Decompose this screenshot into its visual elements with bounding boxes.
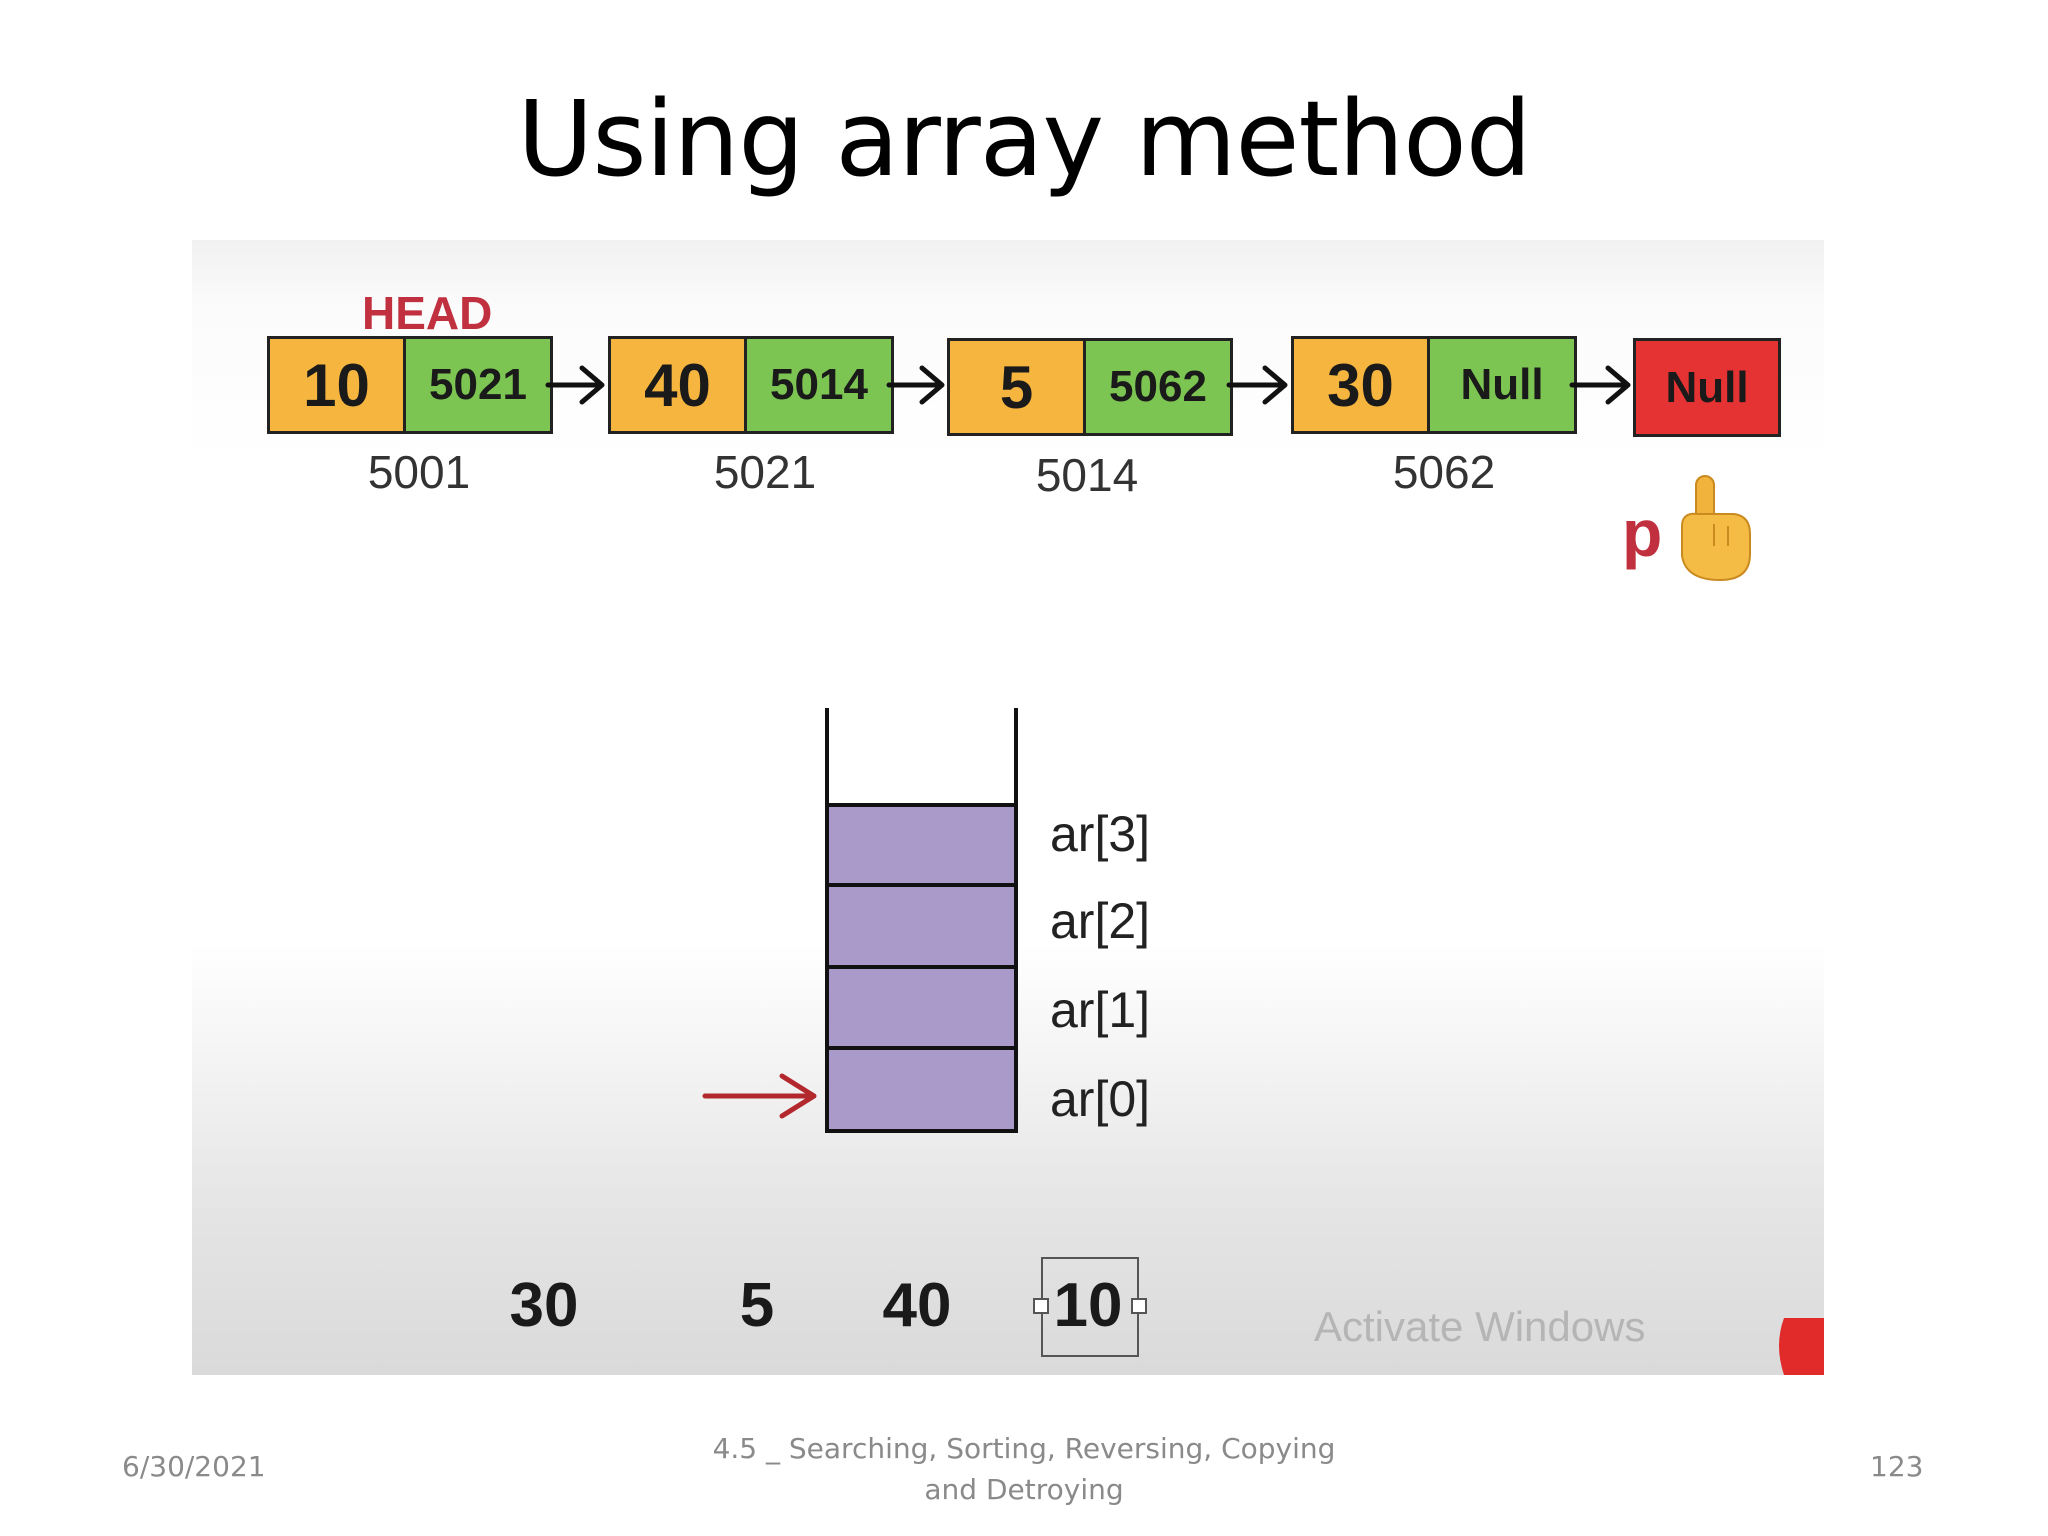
diagram-panel: HEAD 10 5021 40 5014 5 5062 30 Null Null… <box>192 240 1824 1375</box>
node-next-pointer: Null <box>1430 339 1574 431</box>
head-label: HEAD <box>362 287 493 339</box>
slide-title: Using array method <box>517 78 1532 200</box>
array-slot-label: ar[2] <box>1050 893 1151 949</box>
node-next-pointer: 5062 <box>1086 341 1230 433</box>
pointer-label: p <box>1622 496 1663 570</box>
youtube-icon <box>1779 1318 1824 1375</box>
page-number: 123 <box>1870 1450 1924 1483</box>
null-terminal: Null <box>1633 338 1781 437</box>
node-value: 10 <box>270 339 406 431</box>
array-stack <box>825 708 1018 1133</box>
node-address: 5001 <box>367 446 471 498</box>
list-node-2: 40 5014 <box>608 336 894 434</box>
red-arrow-icon <box>702 1073 817 1119</box>
pointing-hand-icon <box>1674 472 1756 584</box>
node-next-pointer: 5021 <box>406 339 550 431</box>
node-value: 5 <box>950 341 1086 433</box>
node-next-pointer: 5014 <box>747 339 891 431</box>
footer-subtitle-line: 4.5 _ Searching, Sorting, Reversing, Cop… <box>712 1432 1336 1465</box>
footer-subtitle: 4.5 _ Searching, Sorting, Reversing, Cop… <box>624 1428 1424 1510</box>
list-node-4: 30 Null <box>1291 336 1577 434</box>
sequence-value: 40 <box>882 1271 952 1340</box>
sequence-value: 30 <box>509 1271 579 1340</box>
node-value: 40 <box>611 339 747 431</box>
array-slot-label: ar[0] <box>1050 1071 1151 1127</box>
array-slot-label: ar[3] <box>1050 806 1151 862</box>
arrow-icon <box>1226 365 1288 405</box>
sequence-value: 5 <box>739 1271 775 1340</box>
footer-subtitle-line: and Detroying <box>924 1473 1124 1506</box>
arrow-icon <box>545 365 605 405</box>
diagram-lines <box>545 365 1824 1375</box>
array-slot-label: ar[1] <box>1050 982 1151 1038</box>
sequence-value: 10 <box>1053 1271 1123 1340</box>
node-value: 30 <box>1294 339 1430 431</box>
list-node-3: 5 5062 <box>947 338 1233 436</box>
footer-date: 6/30/2021 <box>122 1450 266 1483</box>
arrow-icon <box>1569 365 1631 405</box>
selection-box <box>1033 1257 1147 1357</box>
node-address: 5014 <box>1035 449 1139 501</box>
arrow-icon <box>886 365 945 405</box>
activate-windows-watermark: Activate Windows <box>1314 1303 1646 1350</box>
node-address: 5062 <box>1392 446 1496 498</box>
node-address: 5021 <box>713 446 817 498</box>
list-node-1: 10 5021 <box>267 336 553 434</box>
